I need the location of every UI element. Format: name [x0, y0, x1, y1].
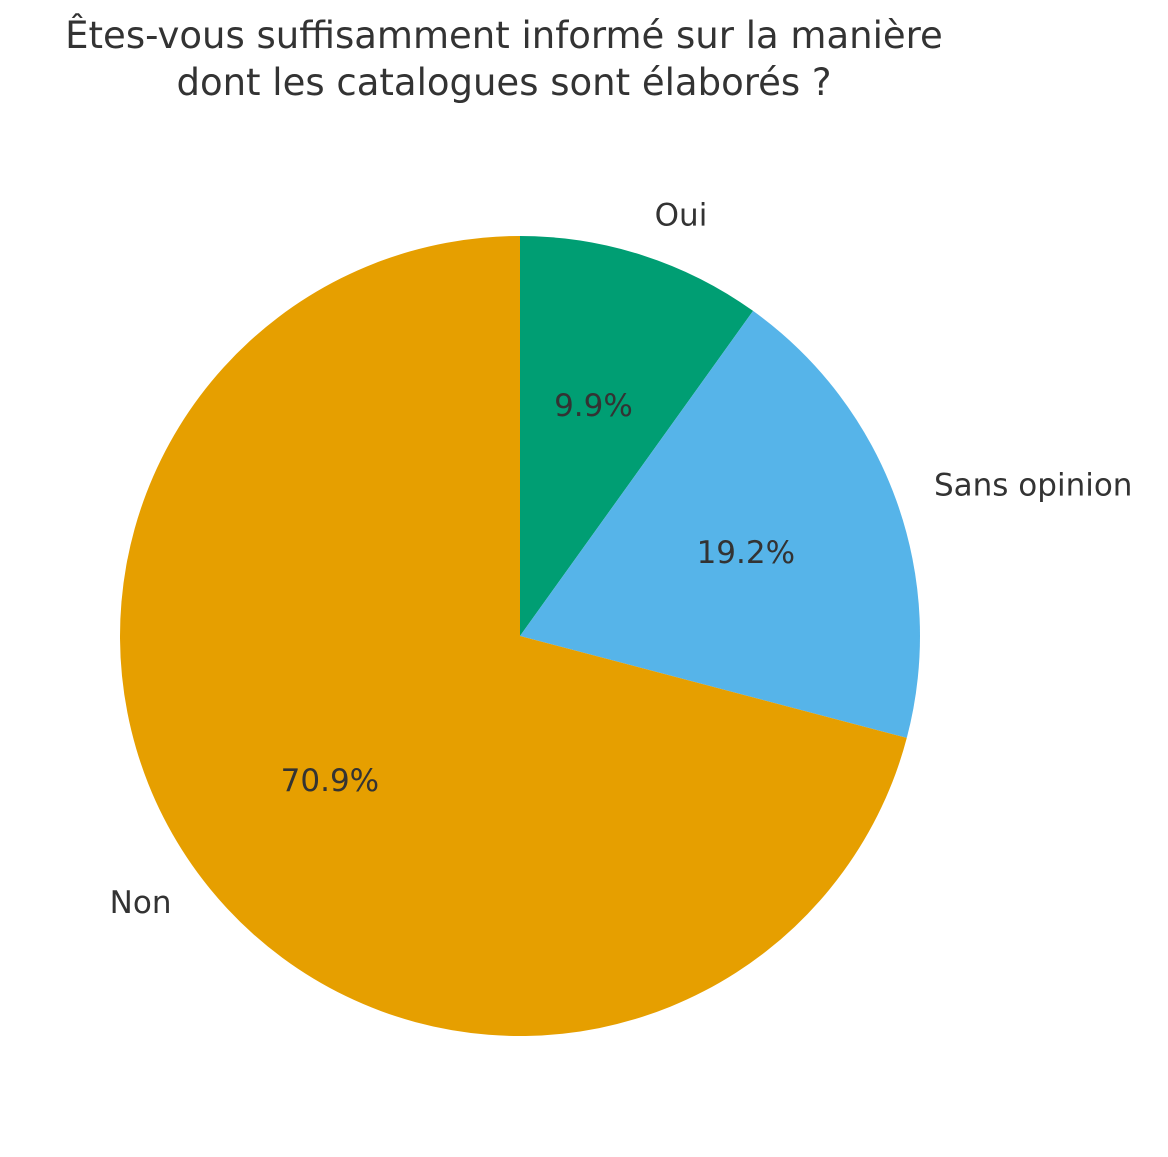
- slice-label-oui: Oui: [655, 198, 708, 234]
- slice-label-non: Non: [110, 885, 172, 921]
- slice-percent-non: 70.9%: [281, 763, 379, 799]
- chart-title: Êtes-vous suffisamment informé sur la ma…: [0, 12, 1008, 106]
- pie-slice-oui: [520, 236, 754, 636]
- slice-label-sans-opinion: Sans opinion: [934, 467, 1132, 503]
- pie-slice-non: [119, 236, 907, 1036]
- slice-percent-oui: 9.9%: [554, 388, 633, 424]
- slice-percent-sans-opinion: 19.2%: [697, 535, 795, 571]
- chart-title-line-2: dont les catalogues sont élaborés ?: [176, 61, 832, 104]
- pie-slice-sans-opinion: [520, 310, 920, 738]
- chart-title-line-1: Êtes-vous suffisamment informé sur la ma…: [65, 14, 943, 57]
